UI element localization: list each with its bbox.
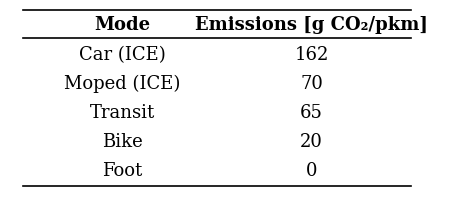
Text: Mode: Mode xyxy=(94,16,150,34)
Text: 70: 70 xyxy=(299,75,322,93)
Text: 20: 20 xyxy=(299,133,322,151)
Text: 0: 0 xyxy=(305,162,317,180)
Text: Foot: Foot xyxy=(101,162,142,180)
Text: Car (ICE): Car (ICE) xyxy=(78,46,165,64)
Text: 65: 65 xyxy=(299,104,322,122)
Text: 162: 162 xyxy=(294,46,328,64)
Text: Moped (ICE): Moped (ICE) xyxy=(64,75,180,93)
Text: Transit: Transit xyxy=(89,104,154,122)
Text: Bike: Bike xyxy=(101,133,142,151)
Text: Emissions [g CO₂/pkm]: Emissions [g CO₂/pkm] xyxy=(195,16,427,34)
